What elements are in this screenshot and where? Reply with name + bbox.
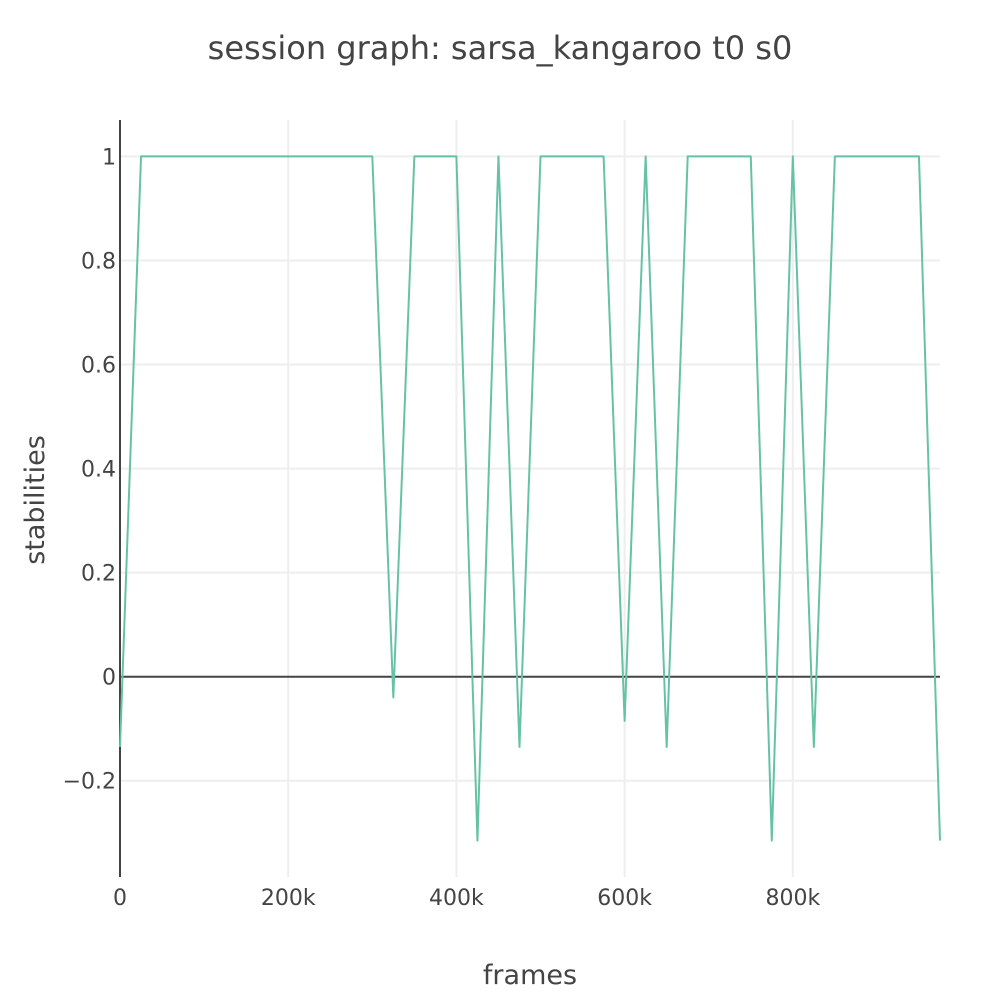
chart-title: session graph: sarsa_kangaroo t0 s0: [208, 29, 793, 67]
y-tick-label: 0.8: [81, 249, 116, 274]
tick-label-layer: 0 200k 400k 600k 800k −0.2 0 0.2 0.4 0.6 0.8 1: [63, 145, 821, 911]
y-tick-label: 1: [102, 145, 116, 170]
y-tick-label: −0.2: [63, 770, 116, 795]
x-tick-label: 400k: [429, 886, 484, 911]
x-axis-title: frames: [483, 960, 577, 991]
y-axis-title: stabilities: [20, 435, 51, 565]
y-tick-label: 0: [102, 666, 116, 691]
stabilities-series-line: [119, 155, 941, 842]
y-tick-label: 0.6: [81, 354, 116, 379]
axis-layer: [119, 120, 940, 877]
x-tick-label: 200k: [261, 886, 316, 911]
x-tick-label: 0: [113, 886, 127, 911]
grid-layer: [120, 120, 940, 877]
x-tick-label: 600k: [597, 886, 652, 911]
x-tick-label: 800k: [765, 886, 820, 911]
y-tick-label: 0.4: [81, 458, 116, 483]
series-layer: [119, 155, 941, 842]
y-tick-label: 0.2: [81, 562, 116, 587]
